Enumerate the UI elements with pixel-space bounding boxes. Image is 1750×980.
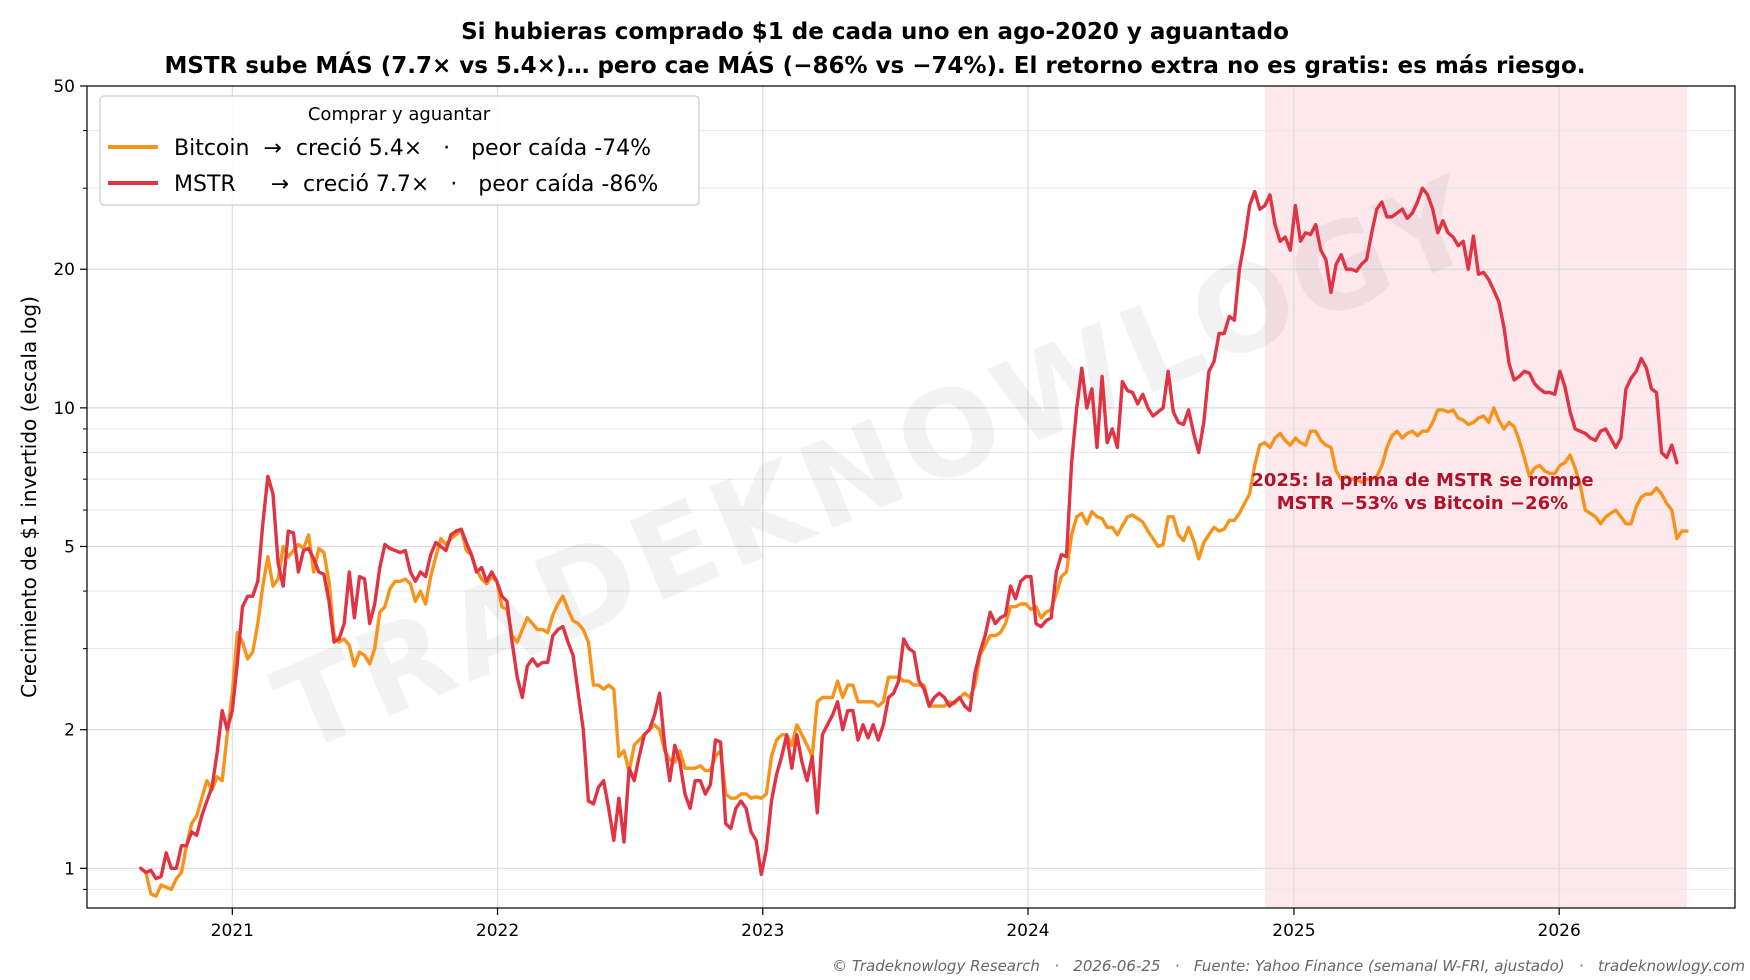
series-line-bitcoin [139,406,1689,898]
y-tick-label: 50 [53,77,75,97]
y-tick-label: 5 [64,537,75,557]
legend-box [99,95,700,206]
x-tick-label: 2023 [741,921,784,941]
shaded-region-2025 [1264,86,1688,908]
footer-credits: © Tradeknowlogy Research · 2026-06-25 · … [832,957,1745,975]
y-tick-label: 2 [64,721,75,741]
legend-title: Comprar y aguantar [308,104,491,125]
y-tick-label: 10 [53,399,75,419]
x-tick-label: 2025 [1272,921,1315,941]
plot-frame [86,85,1736,909]
annotation-line-2: MSTR −53% vs Bitcoin −26% [1277,493,1568,514]
grid-lines [87,85,1735,908]
x-tick-label: 2024 [1006,921,1049,941]
x-tick-label: 2021 [211,921,254,941]
chart-title: Si hubieras comprado $1 de cada uno en a… [461,19,1289,45]
legend-entry-bitcoin: Bitcoin → creció 5.4× · peor caída -74% [174,136,651,161]
y-axis-ticks: 1 2 5 10 20 50 [53,77,87,890]
x-tick-label: 2022 [476,921,519,941]
y-tick-label: 20 [53,260,75,280]
legend: Comprar y aguantar Bitcoin → creció 5.4×… [99,95,700,206]
y-tick-label: 1 [64,859,75,879]
annotation-line-1: 2025: la prima de MSTR se rompe [1251,470,1593,491]
y-axis-label: Crecimiento de $1 invertido (escala log) [17,296,41,698]
chart-subtitle: MSTR sube MÁS (7.7× vs 5.4×)… pero cae M… [164,51,1585,79]
annotation: 2025: la prima de MSTR se rompe MSTR −53… [1251,470,1593,514]
x-tick-label: 2026 [1538,921,1581,941]
legend-entry-mstr: MSTR → creció 7.7× · peor caída -86% [174,172,658,197]
series-lines [139,186,1689,898]
series-line-mstr [139,186,1679,881]
x-axis-ticks: 2021 2022 2023 2024 2025 2026 [211,908,1581,941]
